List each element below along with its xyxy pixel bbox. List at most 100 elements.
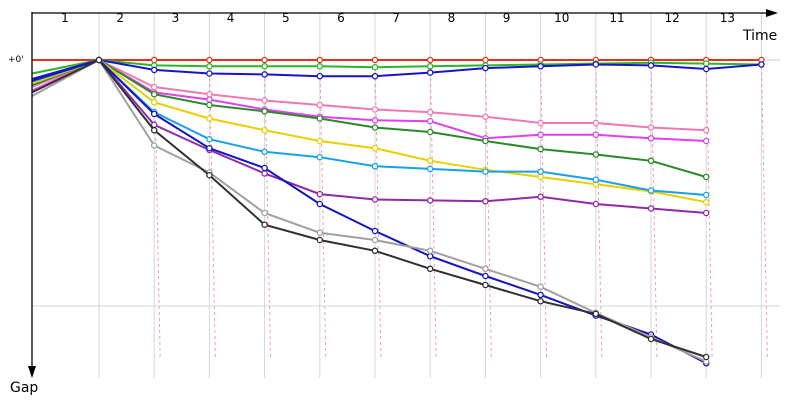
lap-connector — [319, 59, 327, 361]
series-point — [316, 63, 324, 70]
series-point — [206, 171, 213, 179]
series-point — [647, 62, 655, 69]
series-point — [426, 69, 434, 76]
series-point — [261, 108, 268, 115]
series-point — [316, 101, 324, 109]
series-point — [261, 126, 268, 134]
series-point — [482, 281, 489, 289]
series-point — [647, 187, 655, 194]
series-point — [537, 297, 544, 305]
series-point — [150, 56, 158, 64]
series-point — [426, 165, 434, 173]
series-line — [31, 58, 707, 214]
series-line — [31, 58, 762, 80]
series-point — [702, 137, 710, 145]
series-point — [261, 221, 268, 228]
lap-label: 6 — [337, 11, 345, 25]
series-point — [316, 137, 324, 145]
series-point — [702, 65, 710, 73]
series-point — [371, 124, 379, 131]
series-point — [426, 56, 434, 64]
series-point — [206, 101, 213, 109]
series-point — [316, 190, 324, 198]
series-point — [482, 64, 489, 72]
lap-connector — [208, 59, 216, 361]
series-point — [261, 148, 268, 156]
series-point — [426, 63, 434, 70]
series-point — [316, 153, 324, 161]
series-point — [592, 176, 600, 183]
series-lines — [31, 56, 765, 367]
series-line — [31, 58, 707, 358]
series-point — [537, 131, 544, 138]
x-axis-arrow — [766, 9, 778, 17]
series-point — [592, 61, 600, 68]
lap-connector — [705, 59, 713, 361]
series-point — [371, 162, 379, 170]
series-point — [206, 144, 213, 152]
series-point — [647, 157, 655, 165]
series-point — [426, 108, 434, 116]
lap-label: 9 — [503, 11, 511, 25]
series-point — [702, 353, 710, 361]
series-point — [371, 106, 379, 113]
lap-label: 8 — [448, 11, 456, 25]
lap-label: 7 — [392, 11, 400, 25]
series-point — [426, 117, 434, 125]
x-axis-label: Time — [742, 28, 777, 44]
chart-axes — [28, 9, 778, 378]
series-point — [316, 236, 324, 244]
series-point — [482, 272, 489, 280]
series-point — [592, 200, 600, 208]
series-point — [371, 56, 379, 64]
series-point — [482, 168, 489, 175]
series-point — [702, 173, 710, 181]
series-point — [150, 83, 158, 91]
series-point — [150, 99, 158, 106]
series-point — [426, 128, 434, 136]
series-point — [537, 119, 544, 127]
lap-connector — [760, 59, 768, 361]
series-point — [206, 90, 213, 98]
series-point — [371, 63, 379, 71]
series-point — [482, 265, 489, 273]
series-point — [482, 56, 489, 64]
series-point — [647, 124, 655, 131]
series-point — [371, 72, 379, 80]
series-point — [482, 198, 489, 205]
series-point — [95, 56, 103, 64]
series-point — [482, 137, 489, 145]
series-point — [316, 115, 324, 122]
series-point — [150, 142, 158, 149]
lap-connector — [650, 59, 658, 361]
series-point — [702, 60, 710, 67]
series-point — [261, 209, 268, 217]
series-point — [261, 97, 268, 104]
series-line — [31, 58, 762, 75]
series-point — [371, 247, 379, 255]
lap-label: 10 — [554, 11, 569, 25]
series-point — [316, 72, 324, 80]
lap-label: 12 — [665, 11, 680, 25]
lap-label: 3 — [172, 11, 180, 25]
lap-label: 4 — [227, 11, 235, 25]
series-point — [371, 227, 379, 235]
series-point — [426, 252, 434, 260]
y-axis-arrow — [28, 366, 36, 378]
lap-connector — [595, 59, 603, 361]
series-point — [592, 151, 600, 158]
series-point — [316, 56, 324, 64]
series-point — [592, 119, 600, 127]
series-point — [206, 135, 213, 143]
series-point — [150, 66, 158, 74]
series-point — [647, 335, 655, 343]
series-point — [702, 198, 710, 206]
series-point — [426, 197, 434, 204]
series-point — [537, 193, 544, 201]
series-point — [702, 126, 710, 134]
series-point — [537, 173, 544, 181]
lap-connector — [429, 59, 437, 361]
series-point — [206, 70, 213, 77]
lap-labels: 1 2 3 4 5 6 7 8 9 10 11 12 13 — [61, 11, 735, 25]
